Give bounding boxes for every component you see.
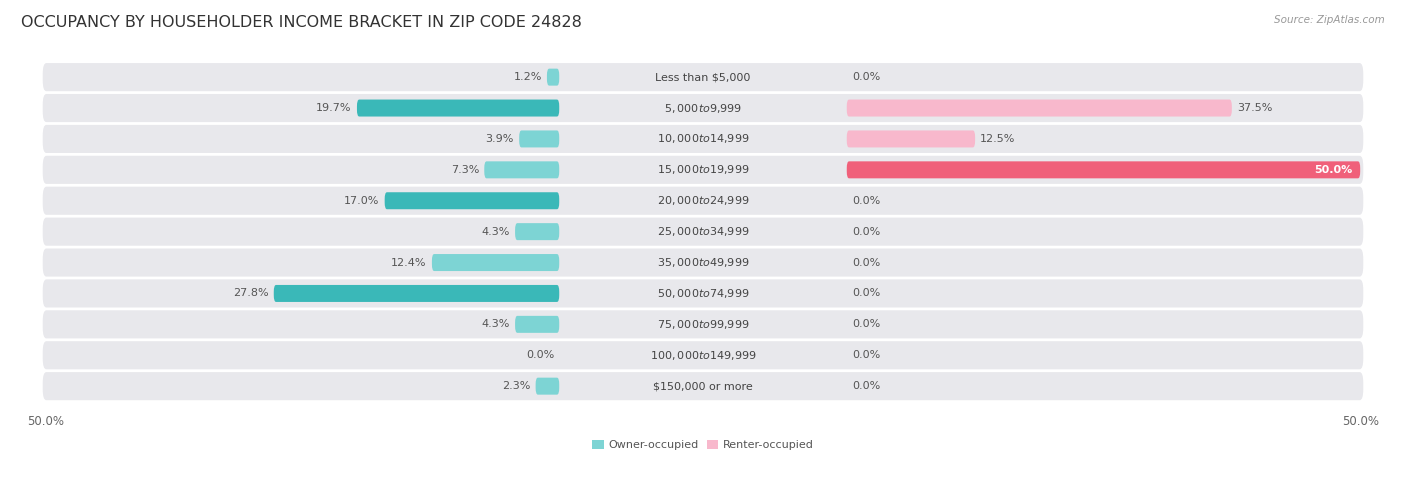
FancyBboxPatch shape bbox=[846, 99, 1232, 116]
FancyBboxPatch shape bbox=[515, 316, 560, 333]
FancyBboxPatch shape bbox=[42, 372, 1364, 400]
Text: OCCUPANCY BY HOUSEHOLDER INCOME BRACKET IN ZIP CODE 24828: OCCUPANCY BY HOUSEHOLDER INCOME BRACKET … bbox=[21, 15, 582, 30]
Text: $15,000 to $19,999: $15,000 to $19,999 bbox=[657, 163, 749, 176]
Text: 0.0%: 0.0% bbox=[852, 319, 880, 329]
FancyBboxPatch shape bbox=[42, 63, 1364, 91]
FancyBboxPatch shape bbox=[42, 310, 1364, 338]
Text: $10,000 to $14,999: $10,000 to $14,999 bbox=[657, 132, 749, 146]
Text: 17.0%: 17.0% bbox=[344, 196, 380, 206]
FancyBboxPatch shape bbox=[547, 69, 560, 86]
Text: 0.0%: 0.0% bbox=[852, 196, 880, 206]
FancyBboxPatch shape bbox=[846, 131, 976, 148]
FancyBboxPatch shape bbox=[519, 131, 560, 148]
Text: 19.7%: 19.7% bbox=[316, 103, 352, 113]
Text: 3.9%: 3.9% bbox=[485, 134, 515, 144]
FancyBboxPatch shape bbox=[536, 377, 560, 394]
Text: $25,000 to $34,999: $25,000 to $34,999 bbox=[657, 225, 749, 238]
FancyBboxPatch shape bbox=[357, 99, 560, 116]
Text: $75,000 to $99,999: $75,000 to $99,999 bbox=[657, 318, 749, 331]
Text: 12.5%: 12.5% bbox=[980, 134, 1015, 144]
FancyBboxPatch shape bbox=[846, 161, 1360, 178]
Text: $5,000 to $9,999: $5,000 to $9,999 bbox=[664, 101, 742, 114]
Text: 0.0%: 0.0% bbox=[852, 258, 880, 267]
FancyBboxPatch shape bbox=[42, 94, 1364, 122]
Text: 4.3%: 4.3% bbox=[482, 319, 510, 329]
FancyBboxPatch shape bbox=[42, 187, 1364, 215]
Text: Source: ZipAtlas.com: Source: ZipAtlas.com bbox=[1274, 15, 1385, 25]
FancyBboxPatch shape bbox=[42, 280, 1364, 307]
FancyBboxPatch shape bbox=[515, 223, 560, 240]
FancyBboxPatch shape bbox=[42, 341, 1364, 369]
FancyBboxPatch shape bbox=[484, 161, 560, 178]
Text: $35,000 to $49,999: $35,000 to $49,999 bbox=[657, 256, 749, 269]
Text: 0.0%: 0.0% bbox=[852, 288, 880, 299]
Text: 0.0%: 0.0% bbox=[526, 350, 554, 360]
Text: 0.0%: 0.0% bbox=[852, 350, 880, 360]
Text: 27.8%: 27.8% bbox=[233, 288, 269, 299]
FancyBboxPatch shape bbox=[432, 254, 560, 271]
Text: 0.0%: 0.0% bbox=[852, 381, 880, 391]
Text: 0.0%: 0.0% bbox=[852, 72, 880, 82]
Text: 4.3%: 4.3% bbox=[482, 226, 510, 237]
Text: $100,000 to $149,999: $100,000 to $149,999 bbox=[650, 349, 756, 362]
FancyBboxPatch shape bbox=[42, 125, 1364, 153]
FancyBboxPatch shape bbox=[385, 192, 560, 209]
Text: 2.3%: 2.3% bbox=[502, 381, 530, 391]
Text: 7.3%: 7.3% bbox=[451, 165, 479, 175]
FancyBboxPatch shape bbox=[274, 285, 560, 302]
Text: $50,000 to $74,999: $50,000 to $74,999 bbox=[657, 287, 749, 300]
Legend: Owner-occupied, Renter-occupied: Owner-occupied, Renter-occupied bbox=[592, 440, 814, 450]
Text: $150,000 or more: $150,000 or more bbox=[654, 381, 752, 391]
Text: 50.0%: 50.0% bbox=[1313, 165, 1353, 175]
Text: 12.4%: 12.4% bbox=[391, 258, 427, 267]
Text: 0.0%: 0.0% bbox=[852, 226, 880, 237]
Text: 37.5%: 37.5% bbox=[1237, 103, 1272, 113]
Text: 1.2%: 1.2% bbox=[513, 72, 541, 82]
Text: Less than $5,000: Less than $5,000 bbox=[655, 72, 751, 82]
Text: $20,000 to $24,999: $20,000 to $24,999 bbox=[657, 194, 749, 207]
FancyBboxPatch shape bbox=[42, 248, 1364, 277]
FancyBboxPatch shape bbox=[42, 156, 1364, 184]
FancyBboxPatch shape bbox=[42, 218, 1364, 246]
